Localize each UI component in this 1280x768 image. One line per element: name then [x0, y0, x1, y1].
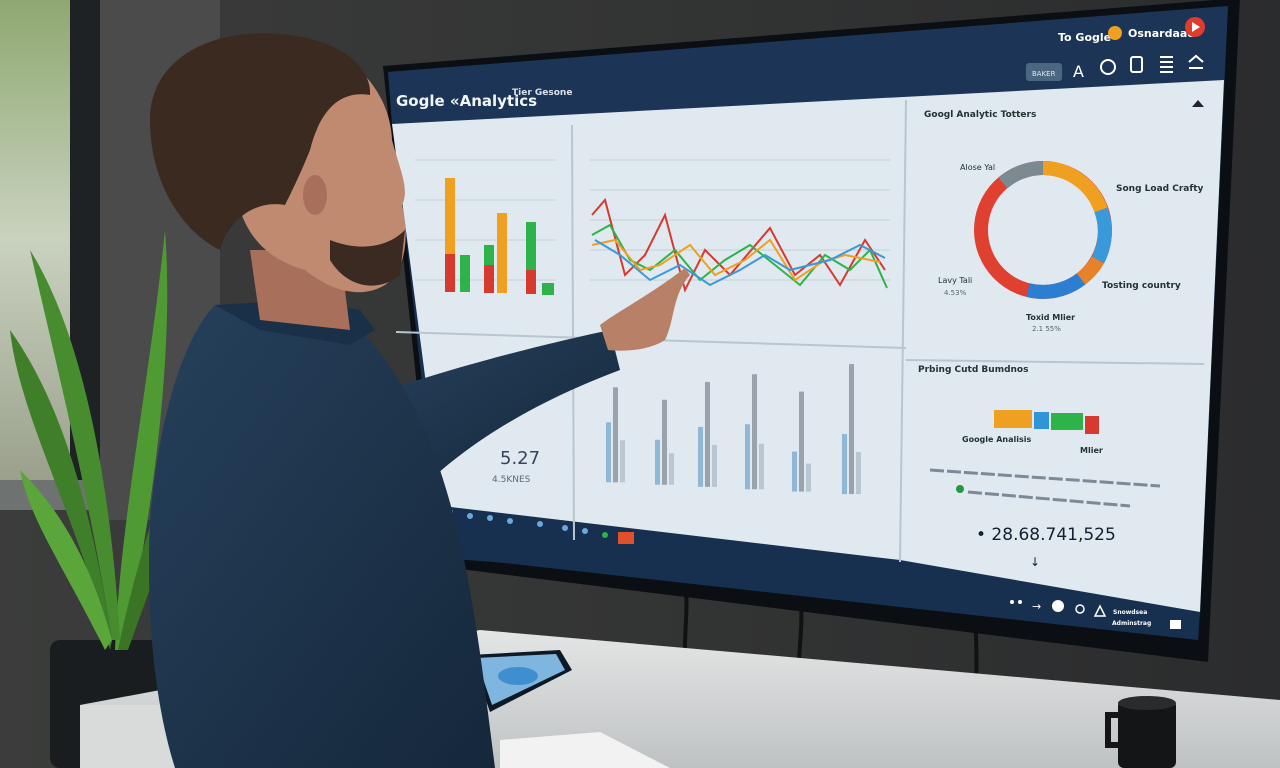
settings-icon[interactable]: [1075, 604, 1085, 614]
bar: [669, 453, 674, 485]
bar: [759, 443, 764, 490]
list-icon[interactable]: [1160, 56, 1173, 73]
tablet: [470, 650, 572, 712]
hair: [150, 33, 371, 250]
account-label[interactable]: To Gogle: [1058, 31, 1111, 44]
book-icon[interactable]: [1130, 56, 1143, 73]
bar: [620, 440, 625, 483]
app-title: Gogle «Analytics: [396, 92, 537, 110]
keyboard: [500, 732, 670, 768]
bar: [712, 444, 717, 487]
arrow-down-icon[interactable]: ↓: [1030, 555, 1040, 569]
donut-label: Toxid Mlier: [1026, 313, 1075, 322]
bar: [606, 422, 611, 483]
bar: [856, 452, 861, 495]
forward-icon[interactable]: →: [1032, 600, 1041, 613]
bar: [806, 463, 811, 492]
donut-label: Lavy Tali: [938, 276, 972, 285]
stats-panel: Prbing Cutd Bumdnos Google Analisis Mlie…: [918, 365, 1161, 569]
bar: [613, 387, 618, 483]
donut-chart-panel: Googl Analytic Totters Alose Yal Song Lo…: [924, 100, 1204, 333]
chat-icon[interactable]: [1170, 620, 1181, 629]
bar: [792, 451, 797, 492]
analytics-dashboard-screen: Gogle «Analytics Tier Gesone To Gogle Os…: [388, 6, 1228, 640]
toolbar-button[interactable]: [1026, 63, 1062, 81]
font-icon[interactable]: A: [1073, 62, 1084, 81]
bar: [662, 399, 667, 485]
record-icon[interactable]: [1052, 600, 1064, 612]
donut-label: Song Load Crafty: [1116, 184, 1204, 194]
donut-label: Tosting country: [1102, 281, 1181, 291]
bar: [842, 434, 847, 495]
line-chart-panel: [590, 159, 890, 293]
donut-label: 2.1 55%: [1032, 325, 1061, 333]
hand: [600, 268, 690, 351]
bar-label-left: Google Analisis: [962, 435, 1032, 444]
upload-icon[interactable]: [1188, 54, 1204, 69]
person-pointing: [149, 33, 690, 768]
mug: [1105, 696, 1176, 768]
bar: [849, 364, 854, 495]
warning-icon[interactable]: [1093, 604, 1107, 617]
app-subtitle: Tier Gesone: [512, 88, 572, 98]
bar: [752, 374, 757, 490]
bar: [745, 424, 750, 490]
status-line-1: Snowdsea: [1113, 609, 1147, 616]
bar: [705, 381, 710, 487]
account-secondary: Osnardaac: [1128, 27, 1194, 40]
status-line-2: Adminstrag: [1112, 620, 1151, 627]
grouped-bar-panel: [606, 364, 861, 495]
notification-icon[interactable]: [1108, 26, 1122, 40]
summary-caption: 4.5KNES: [492, 475, 531, 485]
stats-title: Prbing Cutd Bumdnos: [918, 365, 1028, 375]
big-number: • 28.68.741,525: [976, 525, 1116, 545]
bar-label-right: Mlier: [1080, 446, 1103, 455]
header-bar: [388, 6, 1228, 124]
bar: [655, 439, 660, 485]
target-icon[interactable]: [1100, 59, 1116, 75]
donut-label: Alose Yal: [960, 163, 995, 172]
toolbar-button-label: BAKER: [1032, 70, 1056, 78]
donut-label: 4.53%: [944, 289, 967, 297]
bar: [799, 391, 804, 492]
summary-value: 5.27: [500, 448, 540, 469]
bar: [698, 426, 703, 487]
bar-chart-panel: [415, 159, 555, 295]
taskbar-apps: [447, 509, 634, 544]
donut-title: Googl Analytic Totters: [924, 110, 1036, 120]
